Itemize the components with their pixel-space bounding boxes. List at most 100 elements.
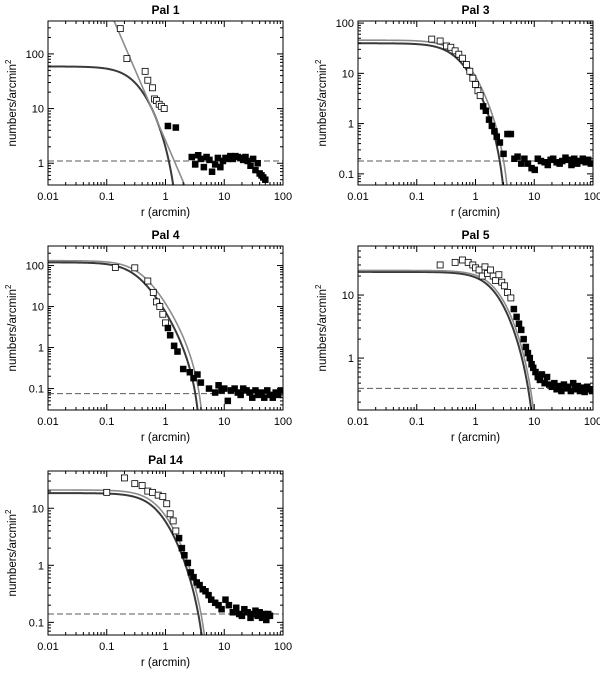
panel-3-open-point	[156, 303, 164, 310]
panel-1-filled-point	[191, 161, 199, 168]
panel-3-model-curve-light	[48, 259, 203, 410]
panel-4-open-point	[459, 256, 466, 264]
panel-5-open-point	[166, 510, 174, 518]
panel-3-y-axis-label-superscript: 2	[4, 284, 13, 289]
panel-2-y-tick-label: 100	[336, 18, 354, 30]
panel-1-title: Pal 1	[151, 3, 179, 17]
panel-2-filled-point	[482, 107, 490, 115]
panel-4-open-point	[492, 277, 500, 284]
panel-4-y-tick-label: 10	[342, 290, 354, 302]
panel-5-x-tick-label: 100	[274, 641, 292, 653]
panel-1-open-point	[144, 76, 152, 84]
panel-1-model-curve-light	[113, 21, 186, 185]
panel-3-filled-point	[170, 342, 178, 350]
panel-4-open-point	[495, 271, 503, 279]
panel-4-open-point	[475, 266, 483, 274]
panel-2-x-tick-label: 0.1	[409, 191, 424, 203]
panel-3-x-tick-label: 1	[162, 416, 168, 428]
panel-5-filled-point	[218, 605, 225, 613]
panel-2-title: Pal 3	[461, 3, 489, 17]
panel-5-filled-point	[244, 609, 251, 616]
panel-4-filled-point	[520, 335, 527, 343]
panel-2-filled-point	[531, 166, 539, 174]
panel-5-open-point	[131, 480, 139, 488]
panel-2-open-point	[436, 37, 444, 45]
panel-2-open-point	[472, 81, 479, 88]
panel-4-x-axis-label: r (arcmin)	[451, 432, 500, 444]
panel-5-open-point	[169, 517, 177, 525]
panel-3-open-point	[149, 289, 157, 296]
panel-5-open-point	[149, 488, 156, 496]
panel-2-filled-point	[500, 150, 507, 158]
panel-2-x-axis-label: r (arcmin)	[451, 207, 500, 219]
panel-4-x-tick-label: 100	[584, 416, 600, 428]
panel-2-y-axis-label: numbers/arcmin2	[314, 59, 329, 146]
panel-4-open-point	[500, 282, 508, 290]
panel-2-y-axis-label-text: numbers/arcmin	[317, 64, 329, 146]
panel-1-filled-point	[164, 122, 172, 130]
panel-1-filled-point	[247, 162, 254, 169]
panel-2-plot-area	[358, 35, 593, 185]
panel-1-y-axis-label-text: numbers/arcmin	[7, 64, 19, 146]
panel-1-y-tick-label: 100	[26, 49, 44, 61]
panel-1-filled-point	[254, 160, 261, 167]
panel-5-model-curve-dark	[48, 492, 203, 635]
panel-2-filled-point	[587, 160, 593, 167]
panel-3-filled-point	[221, 385, 228, 392]
panel-1-open-point	[116, 25, 124, 33]
panel-4-y-axis-label-text: numbers/arcmin	[317, 289, 329, 371]
panel-2-filled-point	[568, 161, 575, 169]
panel-3-filled-point	[190, 374, 197, 382]
panel-1-y-axis-label-superscript: 2	[4, 59, 13, 64]
panel-4-model-curve-dark	[358, 270, 533, 410]
panel-2-x-tick-label: 100	[584, 191, 600, 203]
panel-3-x-tick-label: 100	[274, 416, 292, 428]
panel-1-x-axis-label: r (arcmin)	[141, 207, 190, 219]
panel-4-filled-point	[517, 326, 525, 334]
panel-2-filled-point	[507, 130, 515, 138]
panel-5-filled-point	[184, 559, 192, 567]
panel-4-y-tick-label: 1	[348, 353, 354, 365]
panel-1-x-tick-label: 100	[274, 191, 292, 203]
panel-5-open-point	[172, 527, 180, 535]
panel-4-x-tick-label: 1	[472, 416, 478, 428]
panel-3-y-tick-label: 100	[26, 261, 44, 273]
panel-5-model-curve-light	[48, 489, 206, 635]
panel-4-x-tick-label: 0.01	[347, 416, 368, 428]
panel-5: 0.01 0.1 1 10 100 0.1 1 10 Pal 14 r (arcmin) numbe…	[4, 453, 292, 669]
panel-3-open-point	[111, 264, 119, 271]
panel-5-filled-point	[175, 534, 183, 542]
panel-3-filled-point	[224, 397, 232, 405]
panel-5-x-tick-label: 0.01	[37, 641, 58, 653]
panel-5-y-axis-label: numbers/arcmin2	[4, 509, 19, 596]
panel-3-filled-point	[205, 385, 213, 392]
panel-5-x-tick-label: 1	[162, 641, 168, 653]
panel-2-y-tick-label: 1	[348, 119, 354, 131]
panel-4-open-point	[507, 294, 515, 302]
panel-3-filled-point	[174, 348, 181, 355]
panel-4-x-tick-label: 10	[528, 416, 540, 428]
panel-2-open-point	[466, 67, 474, 75]
panel-1-plot-area	[48, 21, 283, 185]
panel-5-filled-point	[225, 601, 233, 609]
panel-4-filled-point	[510, 305, 518, 313]
panel-2-open-point	[459, 54, 466, 62]
panel-3-filled-point	[249, 394, 256, 401]
panel-5-y-tick-label: 10	[32, 503, 44, 515]
panel-4-filled-point	[513, 313, 520, 321]
panel-2: 0.01 0.1 1 10 100 0.1 1 10 100 Pal 3 r (arcmin) num…	[314, 3, 600, 219]
panel-2-x-tick-label: 0.01	[347, 191, 368, 203]
panel-5-open-point	[121, 474, 128, 482]
panel-1-x-tick-label: 1	[162, 191, 168, 203]
panel-2-filled-point	[524, 160, 532, 167]
panel-3-open-point	[152, 298, 160, 306]
panel-5-y-tick-label: 0.1	[29, 617, 44, 629]
panel-4-x-tick-label: 0.1	[409, 416, 424, 428]
panel-3-filled-point	[179, 365, 187, 373]
panel-4-model-curve-light	[358, 269, 535, 410]
panel-1-filled-point	[217, 163, 224, 171]
panel-2-open-point	[428, 35, 436, 43]
panel-5-filled-point	[232, 604, 240, 612]
panel-1-filled-point	[208, 168, 216, 175]
panel-2-y-tick-label: 10	[342, 68, 354, 80]
